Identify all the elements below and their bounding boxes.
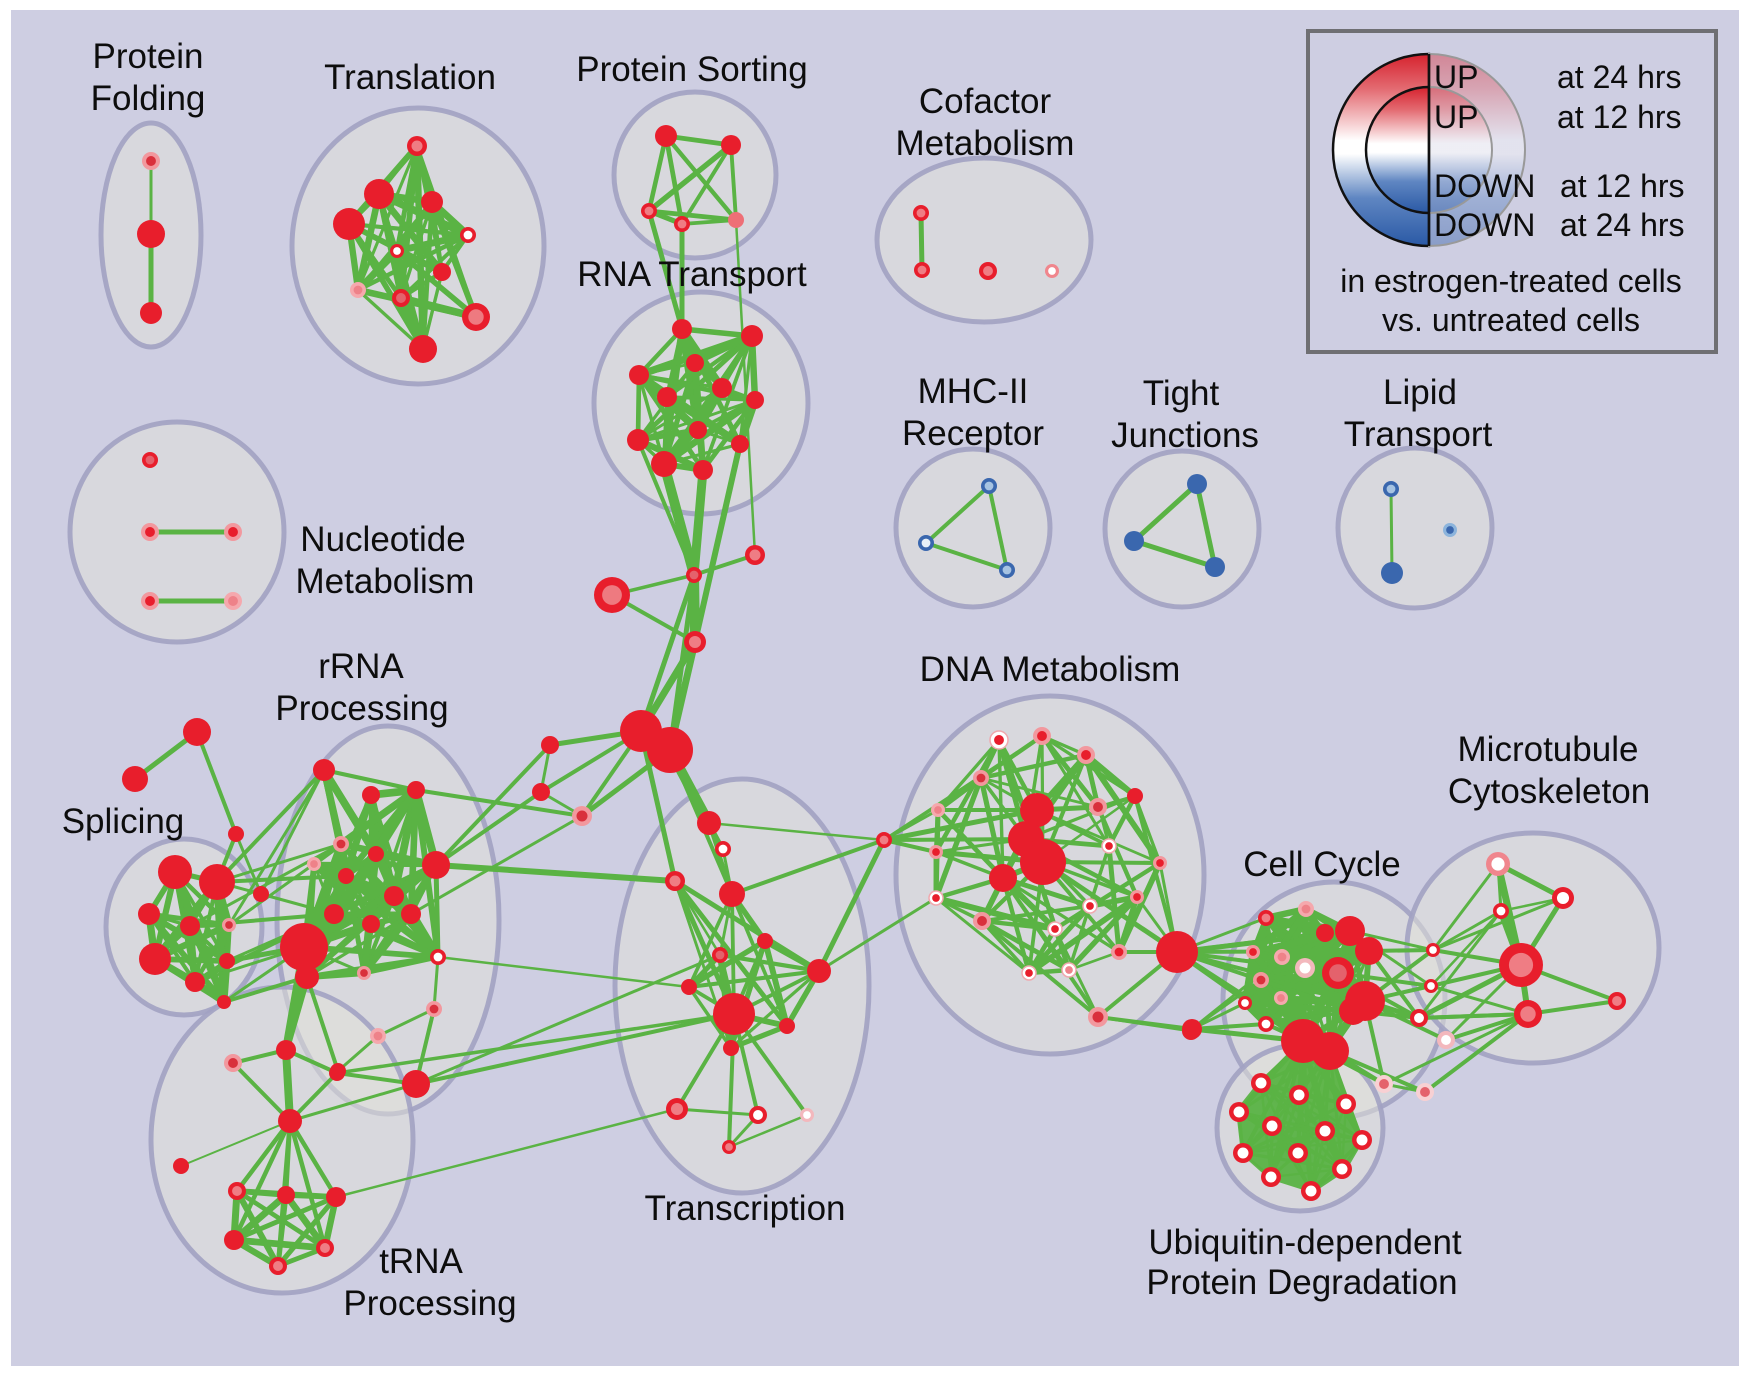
svg-text:Folding: Folding [91,79,206,118]
svg-text:UP: UP [1434,99,1478,135]
svg-text:at 24 hrs: at 24 hrs [1560,207,1685,243]
svg-text:Metabolism: Metabolism [896,124,1075,163]
svg-text:Tight: Tight [1143,374,1220,413]
svg-text:at 24 hrs: at 24 hrs [1557,59,1682,95]
svg-text:vs. untreated cells: vs. untreated cells [1382,302,1640,338]
svg-text:Protein Sorting: Protein Sorting [576,50,808,89]
svg-text:Processing: Processing [343,1284,516,1323]
svg-text:DNA Metabolism: DNA Metabolism [920,650,1181,689]
svg-text:Translation: Translation [324,58,496,97]
svg-text:RNA Transport: RNA Transport [577,255,807,294]
svg-text:Processing: Processing [275,689,448,728]
svg-text:MHC-II: MHC-II [918,372,1029,411]
svg-text:Transcription: Transcription [645,1189,846,1228]
svg-text:Lipid: Lipid [1383,373,1457,412]
svg-text:in estrogen-treated cells: in estrogen-treated cells [1340,263,1682,299]
svg-text:at 12 hrs: at 12 hrs [1557,99,1682,135]
svg-text:Cell Cycle: Cell Cycle [1243,845,1401,884]
svg-text:Protein Degradation: Protein Degradation [1146,1263,1457,1302]
svg-text:at 12 hrs: at 12 hrs [1560,168,1685,204]
svg-text:Junctions: Junctions [1111,416,1259,455]
svg-text:Nucleotide: Nucleotide [300,520,465,559]
svg-text:DOWN: DOWN [1434,207,1535,243]
svg-text:Protein: Protein [93,37,204,76]
svg-text:Metabolism: Metabolism [296,562,475,601]
svg-text:tRNA: tRNA [379,1242,463,1281]
svg-text:Transport: Transport [1344,415,1493,454]
svg-text:rRNA: rRNA [318,647,404,686]
svg-text:Microtubule: Microtubule [1458,730,1639,769]
svg-text:Cofactor: Cofactor [919,82,1052,121]
svg-text:Splicing: Splicing [62,802,185,841]
svg-text:UP: UP [1434,59,1478,95]
svg-text:Ubiquitin-dependent: Ubiquitin-dependent [1148,1223,1462,1262]
svg-text:DOWN: DOWN [1434,168,1535,204]
svg-text:Cytoskeleton: Cytoskeleton [1448,772,1650,811]
svg-text:Receptor: Receptor [902,414,1044,453]
